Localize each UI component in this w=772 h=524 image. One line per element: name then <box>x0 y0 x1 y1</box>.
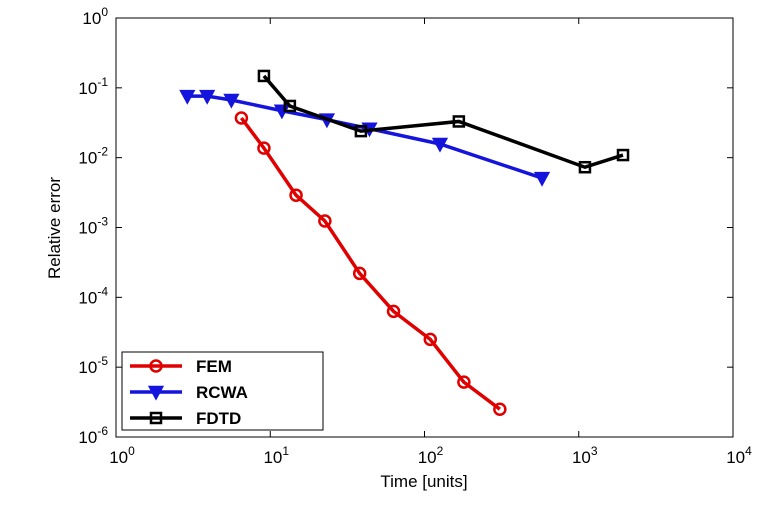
x-tick-label-base: 10 <box>418 448 437 467</box>
marker <box>533 171 551 187</box>
y-tick-label-exponent: 0 <box>101 5 108 19</box>
marker <box>616 148 630 162</box>
marker <box>257 69 271 83</box>
x-tick-label-exponent: 4 <box>745 444 752 458</box>
y-tick-label: 10-5 <box>78 354 108 377</box>
y-tick-label-base: 10 <box>78 358 97 377</box>
y-tick-label: 100 <box>82 5 108 28</box>
marker <box>289 188 303 202</box>
x-tick-label: 102 <box>418 444 444 467</box>
y-tick-label-exponent: -5 <box>97 354 108 368</box>
y-tick-label: 10-2 <box>78 145 108 168</box>
y-tick-label: 10-1 <box>78 75 108 98</box>
legend-label: RCWA <box>196 383 248 402</box>
x-tick-label-base: 10 <box>109 448 128 467</box>
x-tick-label: 103 <box>572 444 598 467</box>
x-tick-label-base: 10 <box>726 448 745 467</box>
marker <box>223 93 240 109</box>
marker <box>257 141 271 155</box>
y-tick-label-exponent: -3 <box>97 215 108 229</box>
y-tick-label-base: 10 <box>78 79 97 98</box>
marker <box>354 124 368 138</box>
y-tick-label: 10-6 <box>78 424 108 447</box>
marker <box>423 332 438 347</box>
series-line <box>239 116 501 411</box>
y-tick-label-base: 10 <box>78 219 97 238</box>
x-tick-label: 104 <box>726 444 752 467</box>
y-axis-label: Relative error <box>45 177 64 279</box>
marker <box>578 160 592 174</box>
marker <box>352 266 367 281</box>
legend-label: FDTD <box>196 409 241 428</box>
y-tick-label: 10-3 <box>78 215 108 238</box>
marker <box>283 99 297 113</box>
marker <box>493 402 507 416</box>
marker <box>457 375 471 389</box>
x-tick-label-exponent: 1 <box>282 444 289 458</box>
marker <box>199 89 216 105</box>
x-axis-label: Time [units] <box>380 472 467 491</box>
x-tick-label-exponent: 2 <box>437 444 444 458</box>
y-tick-label-exponent: -6 <box>97 424 108 438</box>
marker <box>147 385 165 401</box>
marker <box>386 304 401 319</box>
marker <box>179 89 196 105</box>
y-tick-label-base: 10 <box>78 149 97 168</box>
marker <box>149 411 163 425</box>
x-tick-label-base: 10 <box>263 448 282 467</box>
y-tick-label-base: 10 <box>78 428 97 447</box>
marker <box>318 214 332 228</box>
y-tick-label: 10-4 <box>78 284 108 307</box>
y-tick-label-exponent: -4 <box>97 284 108 298</box>
x-tick-label: 101 <box>263 444 289 467</box>
marker <box>452 115 466 128</box>
y-tick-label-exponent: -1 <box>97 75 108 89</box>
marker <box>234 111 249 125</box>
legend-label: FEM <box>196 357 232 376</box>
x-tick-label-base: 10 <box>572 448 591 467</box>
y-tick-label-exponent: -2 <box>97 145 108 159</box>
y-tick-label-base: 10 <box>82 9 101 28</box>
x-tick-label-exponent: 3 <box>591 444 598 458</box>
marker <box>149 359 163 373</box>
marker <box>431 137 449 153</box>
x-tick-label-exponent: 0 <box>128 444 135 458</box>
x-tick-label: 100 <box>109 444 135 467</box>
y-tick-label-base: 10 <box>78 288 97 307</box>
